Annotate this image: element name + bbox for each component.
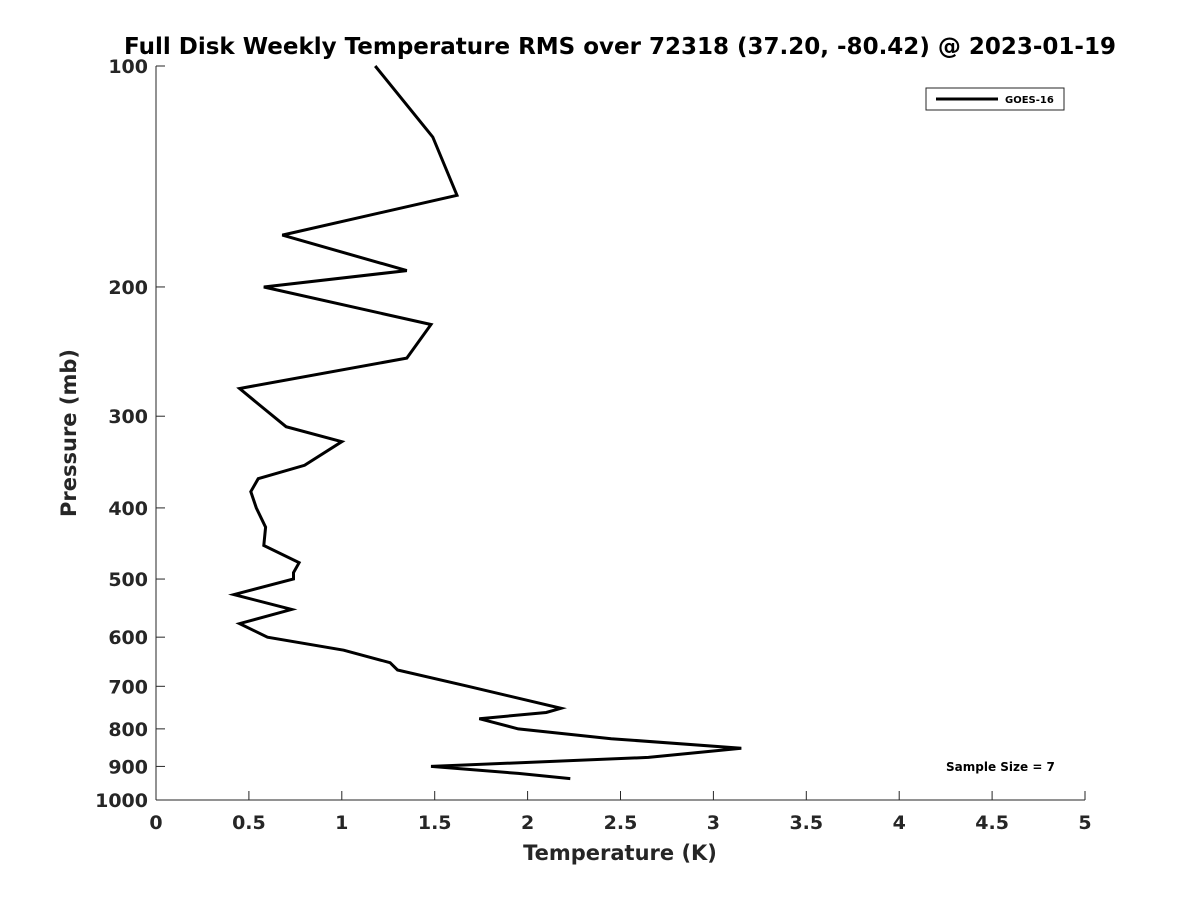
y-tick-label: 500: [108, 569, 148, 591]
series-line-goes-16: [228, 65, 742, 781]
sample-size-annotation: Sample Size = 7: [946, 760, 1055, 774]
x-tick-label: 4.5: [975, 812, 1009, 834]
y-tick-label: 400: [108, 498, 148, 520]
chart-title: Full Disk Weekly Temperature RMS over 72…: [124, 34, 1116, 60]
x-tick-label: 3: [707, 812, 720, 834]
x-tick-label: 1.5: [418, 812, 452, 834]
y-tick-label: 200: [108, 277, 148, 299]
y-axis-label: Pressure (mb): [57, 349, 81, 517]
x-tick-label: 0: [149, 812, 162, 834]
y-tick-label: 700: [108, 676, 148, 698]
x-tick-label: 0.5: [232, 812, 266, 834]
y-tick-label: 1000: [95, 790, 148, 812]
y-tick-label: 600: [108, 627, 148, 649]
x-tick-label: 3.5: [789, 812, 823, 834]
y-tick-label: 800: [108, 719, 148, 741]
legend-entry: GOES-16: [1005, 95, 1054, 106]
y-ticks: 100 200 300 400 500 600 700 800 900 1000: [95, 56, 165, 812]
x-tick-label: 4: [893, 812, 906, 834]
x-tick-label: 5: [1078, 812, 1091, 834]
legend: GOES-16: [925, 87, 1065, 111]
y-tick-label: 100: [108, 56, 148, 78]
y-tick-label: 900: [108, 756, 148, 778]
x-ticks: 0 0.5 1 1.5 2 2.5 3 3.5 4 4.5 5: [149, 791, 1092, 834]
x-tick-label: 1: [335, 812, 348, 834]
x-tick-label: 2: [521, 812, 534, 834]
plot-area: 0 0.5 1 1.5 2 2.5 3 3.5 4 4.5 5 100 200 300 400 500 600…: [95, 56, 1092, 834]
y-tick-label: 300: [108, 406, 148, 428]
x-axis-label: Temperature (K): [523, 841, 717, 865]
x-tick-label: 2.5: [604, 812, 638, 834]
